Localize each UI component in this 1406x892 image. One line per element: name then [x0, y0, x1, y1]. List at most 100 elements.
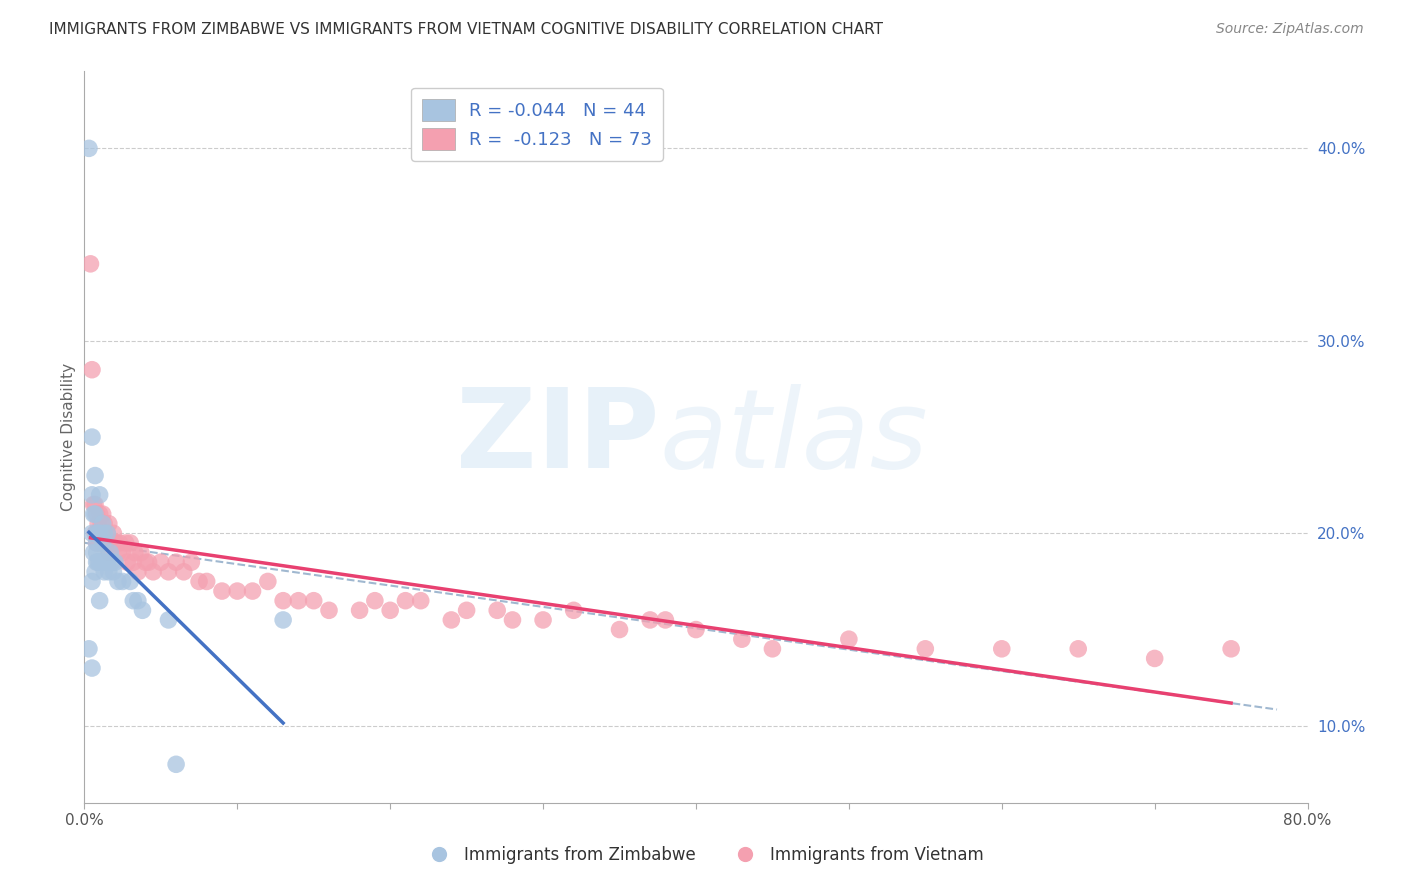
Point: [84, 507, 107, 521]
Point: [96, 555, 118, 569]
Point: [271, 613, 294, 627]
Point: [80, 661, 103, 675]
Point: [1143, 651, 1166, 665]
Point: [80, 526, 103, 541]
Point: [89, 526, 111, 541]
Point: [127, 565, 149, 579]
Point: [96, 526, 118, 541]
Point: [93, 565, 115, 579]
Point: [107, 545, 129, 559]
Point: [685, 623, 707, 637]
Point: [991, 641, 1014, 656]
Point: [135, 555, 157, 569]
Point: [914, 641, 936, 656]
Point: [91, 555, 114, 569]
Point: [96, 526, 118, 541]
Point: [108, 536, 131, 550]
Point: [87, 526, 110, 541]
Point: [84, 468, 107, 483]
Legend: Immigrants from Zimbabwe, Immigrants from Vietnam: Immigrants from Zimbabwe, Immigrants fro…: [415, 839, 991, 871]
Point: [486, 603, 509, 617]
Point: [120, 536, 142, 550]
Point: [101, 536, 124, 550]
Point: [1067, 641, 1090, 656]
Point: [131, 603, 153, 617]
Point: [90, 516, 112, 531]
Point: [97, 545, 120, 559]
Point: [394, 593, 416, 607]
Point: [84, 498, 107, 512]
Point: [502, 613, 524, 627]
Point: [104, 555, 127, 569]
Point: [77, 141, 100, 155]
Point: [86, 507, 108, 521]
Point: [107, 574, 129, 589]
Point: [761, 641, 783, 656]
Point: [80, 574, 103, 589]
Point: [84, 565, 107, 579]
Point: [287, 593, 309, 607]
Point: [127, 593, 149, 607]
Point: [94, 555, 117, 569]
Point: [456, 603, 478, 617]
Point: [638, 613, 661, 627]
Point: [609, 623, 631, 637]
Point: [89, 593, 111, 607]
Point: [115, 555, 138, 569]
Point: [242, 584, 264, 599]
Point: [380, 603, 402, 617]
Point: [409, 593, 432, 607]
Point: [103, 526, 125, 541]
Point: [188, 574, 211, 589]
Point: [1220, 641, 1243, 656]
Point: [122, 593, 145, 607]
Point: [89, 488, 111, 502]
Point: [77, 641, 100, 656]
Y-axis label: Cognitive Disability: Cognitive Disability: [60, 363, 76, 511]
Point: [318, 603, 340, 617]
Text: Source: ZipAtlas.com: Source: ZipAtlas.com: [1216, 22, 1364, 37]
Point: [149, 555, 172, 569]
Point: [80, 488, 103, 502]
Point: [80, 362, 103, 376]
Point: [440, 613, 463, 627]
Point: [83, 507, 105, 521]
Point: [79, 257, 101, 271]
Point: [173, 565, 195, 579]
Point: [165, 757, 187, 772]
Text: atlas: atlas: [659, 384, 928, 491]
Point: [731, 632, 754, 647]
Point: [111, 545, 134, 559]
Point: [86, 526, 108, 541]
Point: [86, 536, 108, 550]
Point: [114, 536, 136, 550]
Point: [120, 574, 142, 589]
Point: [180, 555, 202, 569]
Point: [122, 555, 145, 569]
Point: [86, 545, 108, 559]
Point: [124, 545, 146, 559]
Point: [364, 593, 387, 607]
Point: [89, 555, 111, 569]
Point: [257, 574, 280, 589]
Point: [838, 632, 860, 647]
Point: [103, 565, 125, 579]
Point: [531, 613, 554, 627]
Point: [654, 613, 676, 627]
Point: [98, 536, 121, 550]
Point: [104, 536, 127, 550]
Point: [97, 516, 120, 531]
Point: [91, 536, 114, 550]
Point: [91, 507, 114, 521]
Point: [89, 536, 111, 550]
Point: [93, 526, 115, 541]
Point: [142, 565, 165, 579]
Point: [562, 603, 585, 617]
Point: [302, 593, 325, 607]
Point: [86, 555, 108, 569]
Point: [87, 516, 110, 531]
Point: [83, 545, 105, 559]
Point: [86, 536, 108, 550]
Point: [93, 516, 115, 531]
Point: [89, 507, 111, 521]
